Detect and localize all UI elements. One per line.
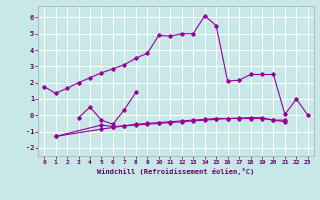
- X-axis label: Windchill (Refroidissement éolien,°C): Windchill (Refroidissement éolien,°C): [97, 168, 255, 175]
